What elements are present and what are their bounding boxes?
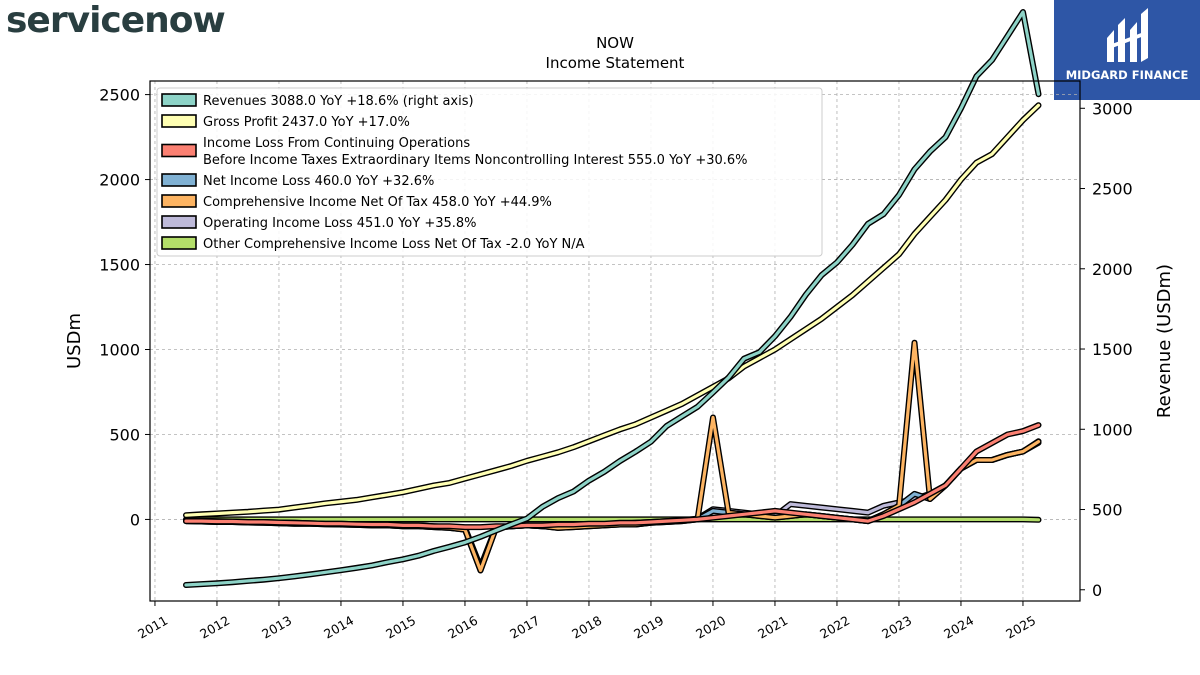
series-outline-income-loss-from-continuing-operations-before-income-taxes-extraordinary-items-noncontrolling-interest [183, 422, 1042, 531]
legend-label: Gross Profit 2437.0 YoY +17.0% [203, 115, 410, 130]
legend-label: Income Loss From Continuing Operations [203, 136, 470, 151]
legend-label: Before Income Taxes Extraordinary Items … [203, 153, 748, 168]
y-tick-label-left: 1500 [99, 256, 140, 275]
legend-swatch [161, 173, 197, 187]
chart-title: NOW [596, 34, 634, 52]
x-tick-label: 2016 [445, 613, 480, 642]
legend-label: Operating Income Loss 451.0 YoY +35.8% [203, 216, 477, 231]
legend-swatch [161, 114, 197, 128]
midgard-finance-wordmark: MIDGARD FINANCE [1065, 68, 1189, 82]
x-tick-label: 2019 [631, 613, 666, 642]
midgard-finance-logo: MIDGARD FINANCE [1054, 0, 1200, 100]
legend-swatch [161, 215, 197, 229]
x-tick-label: 2012 [197, 613, 232, 642]
y-axis-label-left: USDm [64, 313, 85, 369]
series-lines [183, 9, 1042, 588]
plot-frame [149, 80, 1081, 602]
y-tick-label-right: 1500 [1092, 340, 1133, 359]
series-line-comprehensive-income-net-of-tax [184, 341, 1041, 573]
legend: Revenues 3088.0 YoY +18.6% (right axis) G… [156, 87, 823, 257]
x-tick-label: 2013 [259, 613, 294, 642]
legend-label: Net Income Loss 460.0 YoY +32.6% [203, 174, 434, 189]
x-tick-label: 2024 [941, 613, 976, 642]
series-line-gross-profit [184, 103, 1041, 517]
legend-swatch [161, 93, 197, 107]
y-tick-label-right: 0 [1092, 581, 1102, 600]
legend-swatch [161, 236, 197, 250]
x-tick-label: 2022 [817, 613, 852, 642]
midgard-emblem-icon [1107, 8, 1148, 62]
legend-swatch [161, 143, 197, 158]
y-tick-label-right: 3000 [1092, 99, 1133, 118]
y-tick-label-right: 2000 [1092, 260, 1133, 279]
legend-label: Other Comprehensive Income Loss Net Of T… [203, 237, 585, 252]
x-tick-label: 2021 [755, 613, 790, 642]
y-tick-label-left: 2000 [99, 171, 140, 190]
x-tick-label: 2015 [383, 613, 418, 642]
series-line-income-loss-from-continuing-operations-before-income-taxes-extraordinary-items-noncontrolling-interest [184, 423, 1041, 529]
x-tick-label: 2018 [569, 613, 604, 642]
y-tick-label-right: 2500 [1092, 180, 1133, 199]
x-tick-label: 2020 [693, 613, 728, 642]
legend-swatch [161, 194, 197, 208]
y-tick-label-right: 500 [1092, 501, 1123, 520]
x-tick-label: 2017 [507, 613, 542, 642]
legend-box [156, 87, 823, 257]
series-line-revenues [184, 10, 1041, 587]
legend-label: Revenues 3088.0 YoY +18.6% (right axis) [203, 94, 474, 109]
y-tick-label-right: 1000 [1092, 420, 1133, 439]
y-tick-label-left: 0 [130, 510, 140, 529]
y-tick-label-left: 1000 [99, 340, 140, 359]
x-tick-label: 2014 [321, 613, 356, 642]
x-tick-label: 2011 [135, 613, 170, 642]
servicenow-logo: servicenow [6, 0, 226, 41]
y-axis-label-right: Revenue (USDm) [1154, 264, 1175, 418]
chart-subtitle: Income Statement [546, 54, 685, 72]
x-tick-label: 2025 [1003, 613, 1038, 642]
y-tick-label-left: 2500 [99, 86, 140, 105]
legend-label: Comprehensive Income Net Of Tax 458.0 Yo… [203, 195, 552, 210]
y-tick-label-left: 500 [109, 425, 140, 444]
x-tick-label: 2023 [879, 613, 914, 642]
